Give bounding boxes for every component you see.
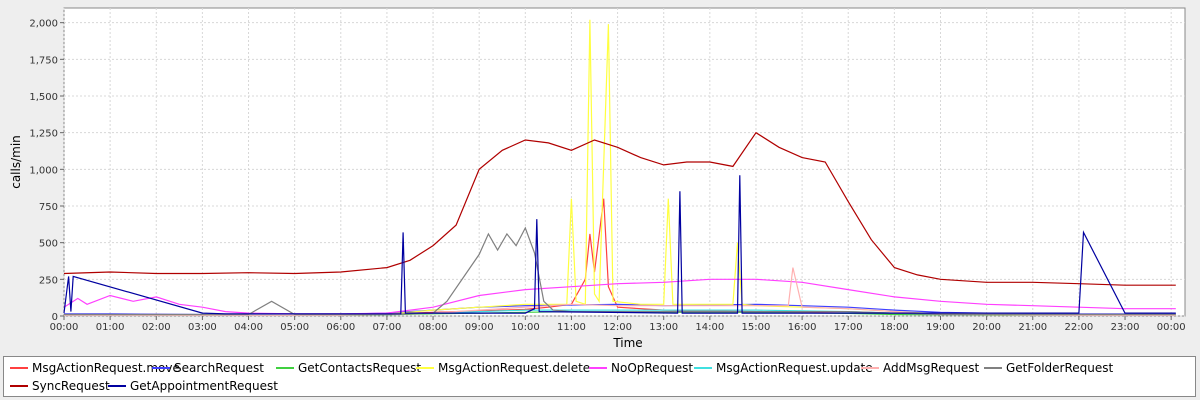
x-tick-label: 17:00	[834, 322, 863, 333]
x-tick-label: 22:00	[1064, 322, 1093, 333]
legend-label: MsgActionRequest.move	[32, 361, 180, 375]
x-tick-label: 14:00	[695, 322, 724, 333]
legend-label: MsgActionRequest.update	[716, 361, 873, 375]
series-line-nooprequest	[63, 278, 1176, 315]
x-tick-label: 03:00	[188, 322, 217, 333]
legend-label: SearchRequest	[174, 361, 264, 375]
y-tick-label: 1,000	[29, 165, 58, 176]
y-tick-label: 750	[39, 202, 58, 213]
x-tick-label: 18:00	[880, 322, 909, 333]
legend-swatch	[416, 366, 434, 369]
legend-swatch	[152, 366, 170, 369]
x-tick-label: 20:00	[972, 322, 1001, 333]
x-tick-label: 00:00	[1157, 322, 1186, 333]
x-tick-label: 07:00	[373, 322, 402, 333]
x-tick-label: 01:00	[96, 322, 125, 333]
x-tick-label: 13:00	[649, 322, 678, 333]
plot-area	[63, 7, 1186, 317]
y-tick-label: 1,500	[29, 92, 58, 103]
legend-item: GetAppointmentRequest	[108, 379, 278, 393]
y-tick-label: 2,000	[29, 19, 58, 30]
legend-item: AddMsgRequest	[861, 361, 979, 375]
y-tick-label: 500	[39, 239, 58, 250]
legend-swatch	[10, 384, 28, 387]
y-tick-label: 1,750	[29, 55, 58, 66]
y-tick-label: 250	[39, 275, 58, 286]
series-line-syncrequest	[63, 131, 1176, 286]
legend-swatch	[10, 366, 28, 369]
x-tick-label: 23:00	[1111, 322, 1140, 333]
x-tick-label: 12:00	[603, 322, 632, 333]
legend-swatch	[694, 366, 712, 369]
x-tick-label: 00:00	[50, 322, 79, 333]
x-axis-label: Time	[612, 336, 642, 350]
legend-swatch	[276, 366, 294, 369]
legend-label: GetContactsRequest	[298, 361, 422, 375]
x-tick-label: 02:00	[142, 322, 171, 333]
x-tick-label: 21:00	[1018, 322, 1047, 333]
series-lines	[63, 19, 1176, 316]
x-tick-label: 06:00	[326, 322, 355, 333]
legend-item: MsgActionRequest.update	[694, 361, 873, 375]
x-tick-label: 04:00	[234, 322, 263, 333]
x-tick-label: 08:00	[419, 322, 448, 333]
legend-item: SyncRequest	[10, 379, 110, 393]
legend-label: AddMsgRequest	[883, 361, 980, 375]
legend: MsgActionRequest.move SearchRequest GetCon…	[3, 356, 1196, 397]
legend-label: GetAppointmentRequest	[130, 379, 278, 393]
legend-item: NoOpRequest	[589, 361, 693, 375]
series-line-getfolderrequest	[64, 226, 1176, 316]
line-chart: 0 250 500 750 1,000 1,250 1,500 1,750 2,000 00:00…	[9, 7, 1186, 350]
x-tick-label: 09:00	[465, 322, 494, 333]
legend-label: GetFolderRequest	[1006, 361, 1114, 375]
legend-swatch	[861, 366, 879, 369]
legend-item: MsgActionRequest.move	[10, 361, 180, 375]
axes: 0 250 500 750 1,000 1,250 1,500 1,750 2,000 00:00…	[29, 19, 1185, 333]
legend-swatch	[589, 366, 607, 369]
series-line-getappointmentrequest	[63, 175, 1176, 315]
legend-item: SearchRequest	[152, 361, 264, 375]
y-tick-label: 0	[52, 312, 58, 323]
legend-item: GetContactsRequest	[276, 361, 421, 375]
legend-label: MsgActionRequest.delete	[438, 361, 591, 375]
legend-label: SyncRequest	[32, 379, 110, 393]
x-tick-label: 10:00	[511, 322, 540, 333]
legend-item: GetFolderRequest	[984, 361, 1113, 375]
legend-swatch	[108, 384, 126, 387]
x-tick-label: 16:00	[788, 322, 817, 333]
x-tick-label: 11:00	[557, 322, 586, 333]
x-tick-label: 19:00	[926, 322, 955, 333]
y-tick-label: 1,250	[29, 129, 58, 140]
legend-swatch	[984, 366, 1002, 369]
x-tick-label: 15:00	[742, 322, 771, 333]
y-axis-label: calls/min	[9, 135, 23, 189]
x-tick-label: 05:00	[280, 322, 309, 333]
legend-item: MsgActionRequest.delete	[416, 361, 590, 375]
legend-label: NoOpRequest	[611, 361, 694, 375]
